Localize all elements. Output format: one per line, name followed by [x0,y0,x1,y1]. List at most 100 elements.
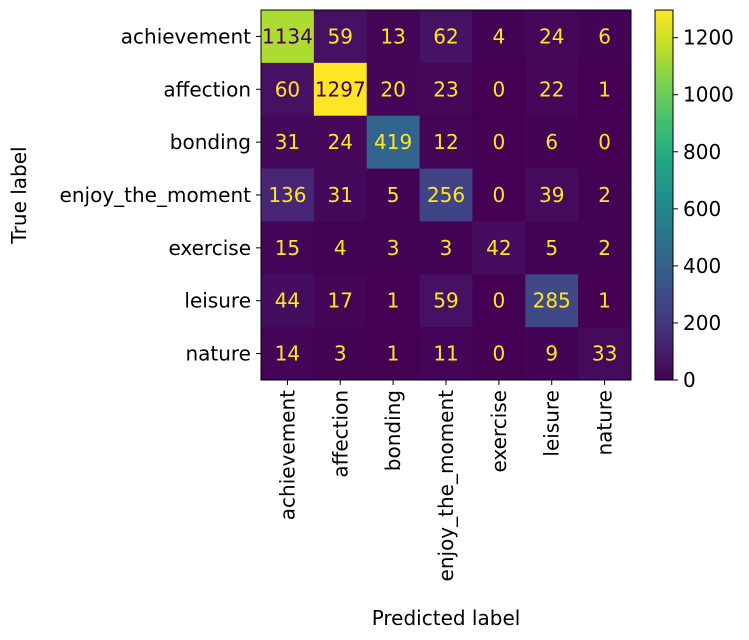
cell-value: 31 [275,130,300,154]
heatmap-cell [313,62,368,117]
heatmap-cell [366,115,421,170]
heatmap-cell [313,115,368,170]
x-tick-labels: achievement affection bonding enjoy_the_mom… [275,380,617,582]
cell-value: 5 [387,183,400,207]
cell-value: 33 [592,342,617,366]
y-tick-label: leisure [184,289,251,313]
cell-value: 0 [492,289,505,313]
cell-value: 1134 [262,24,313,48]
colorbar [654,9,674,381]
cell-value: 419 [374,130,412,154]
colorbar-tick-label: 0 [683,368,696,392]
cell-value: 60 [275,77,300,101]
heatmap-cell [472,274,526,328]
cell-value: 24 [328,130,353,154]
heatmap-cell [578,10,632,64]
heatmap-cell [313,274,368,328]
cell-value: 9 [545,342,558,366]
cell-value: 5 [545,236,558,260]
cell-value: 11 [433,342,458,366]
heatmap-cell [578,62,632,117]
colorbar-tick-label: 1000 [683,83,734,107]
y-axis-label: True label [7,146,31,244]
x-tick-label: enjoy_the_moment [434,390,458,582]
heatmap-cell [261,10,315,64]
heatmap-cell [313,327,368,381]
x-tick-label: bonding [381,390,405,471]
heatmap-cell [525,62,579,117]
heatmap-cell [261,62,315,117]
y-tick-label: achievement [121,24,251,48]
heatmap-cell [472,168,526,222]
cell-value: 4 [492,24,505,48]
heatmap-cell [472,115,526,170]
colorbar-tick-label: 400 [683,254,721,278]
heatmap-cell [261,327,315,381]
heatmap-cell [261,168,315,222]
cell-value: 62 [433,24,458,48]
cell-value: 3 [440,236,453,260]
cell-value: 0 [492,183,505,207]
heatmap-cell [366,221,421,275]
heatmap-cell [419,115,473,170]
heatmap-cell [578,168,632,222]
heatmap-cell [366,10,421,64]
heatmap-cell [578,115,632,170]
cell-value: 17 [328,289,353,313]
cell-value: 4 [334,236,347,260]
cell-value: 3 [387,236,400,260]
heatmap-cell [313,221,368,275]
y-tick-label: affection [163,77,251,101]
x-tick-label: exercise [487,390,511,473]
heatmap-cell [261,274,315,328]
cell-value: 14 [275,342,300,366]
heatmap-cell [366,274,421,328]
heatmap-cell [472,10,526,64]
x-tick-label: nature [593,390,617,456]
x-tick-label: achievement [275,390,299,520]
cell-value: 285 [533,289,571,313]
cell-value: 59 [328,24,353,48]
cell-value: 1 [598,77,611,101]
heatmap-cell [419,10,473,64]
x-tick-label: leisure [540,390,564,457]
x-tick-label: affection [328,390,352,478]
y-tick-label: bonding [170,130,251,154]
cell-annotations: 1134 59 13 62 4 24 660 1297 20 23 0 22 131 24 419 12 0 6 0… [262,24,617,365]
heatmap-cell [525,221,579,275]
heatmap-cell [578,274,632,328]
cell-value: 59 [433,289,458,313]
cell-value: 20 [380,77,405,101]
x-axis-label: Predicted label [372,606,521,630]
cell-value: 12 [433,130,458,154]
cell-value: 1 [387,289,400,313]
y-tick-label: nature [185,342,251,366]
cell-value: 3 [334,342,347,366]
heatmap-cell [366,327,421,381]
cell-value: 24 [539,24,564,48]
cell-value: 2 [598,183,611,207]
heatmap-cell [525,115,579,170]
heatmap-cell [419,274,473,328]
cell-value: 22 [539,77,564,101]
cell-value: 0 [492,342,505,366]
heatmap-cell [578,327,632,381]
cell-value: 256 [427,183,465,207]
heatmap-cell [419,168,473,222]
heatmap-cell [366,168,421,222]
colorbar-tick-label: 800 [683,140,721,164]
cell-value: 1 [387,342,400,366]
heatmap-cell [472,327,526,381]
heatmap-cell [366,62,421,117]
cell-value: 0 [492,130,505,154]
colorbar-tick-label: 200 [683,311,721,335]
cell-value: 6 [598,24,611,48]
cell-value: 6 [545,130,558,154]
heatmap-cell [472,221,526,275]
heatmap-cell [419,62,473,117]
heatmap-cell [313,10,368,64]
heatmap-cell [525,327,579,381]
heatmap-cell [419,221,473,275]
cell-value: 23 [433,77,458,101]
